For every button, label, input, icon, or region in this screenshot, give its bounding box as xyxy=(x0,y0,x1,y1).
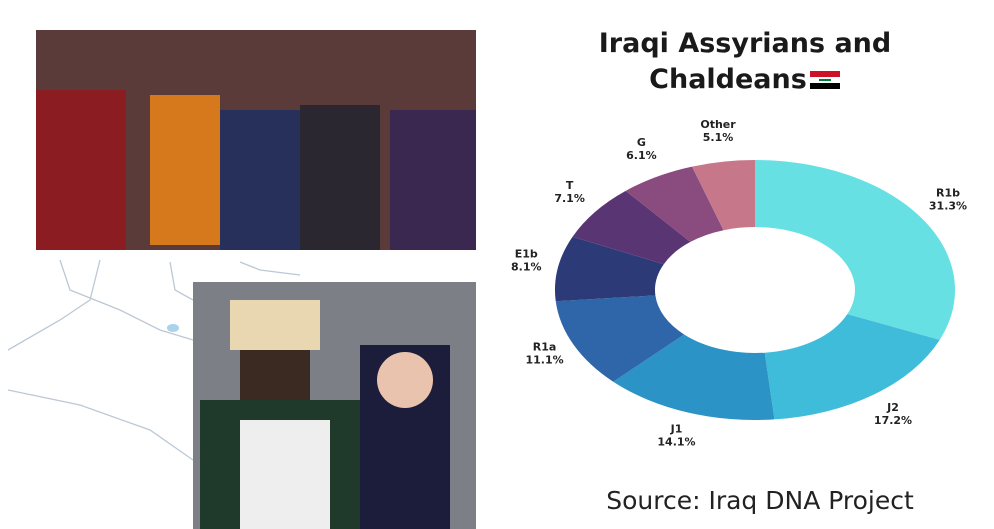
segment-label: J2 xyxy=(886,401,899,414)
segment-value: 11.1% xyxy=(525,354,563,367)
donut-segment xyxy=(572,190,691,265)
lake xyxy=(167,324,179,332)
donut-segment xyxy=(755,160,955,340)
segment-label: Other xyxy=(700,118,736,131)
map xyxy=(7,259,301,461)
segment-value: 8.1% xyxy=(511,261,542,274)
segment-value: 5.1% xyxy=(703,131,734,144)
segment-label: T xyxy=(566,179,574,192)
photo-detail xyxy=(240,420,330,529)
segment-label: R1a xyxy=(533,341,557,354)
segment-label: J1 xyxy=(670,423,683,436)
photo-detail xyxy=(220,110,300,250)
donut-segment xyxy=(555,295,685,382)
source: Source: Iraq DNA Project xyxy=(606,486,914,515)
donut-segment xyxy=(692,160,755,231)
segment-value: 7.1% xyxy=(554,192,585,205)
segment-label: G xyxy=(637,136,646,149)
photo-detail xyxy=(300,105,380,250)
chart-title-box: Iraqi Assyrians and Chaldeans xyxy=(545,26,945,98)
photo-detail xyxy=(36,90,126,250)
segment-value: 14.1% xyxy=(657,436,695,449)
segment-value: 17.2% xyxy=(874,414,912,427)
flag xyxy=(809,71,840,89)
photo-detail xyxy=(377,352,433,408)
donut-segment xyxy=(613,334,775,420)
segment-label: R1b xyxy=(936,186,960,199)
photo-detail xyxy=(390,110,476,250)
segment-value: 6.1% xyxy=(626,149,657,162)
segment-label: E1b xyxy=(515,248,538,261)
photo-detail xyxy=(150,95,220,245)
donut-segment xyxy=(625,166,724,242)
donut-segment xyxy=(764,314,940,420)
chart-title: Iraqi Assyrians and Chaldeans xyxy=(598,28,892,95)
photo-detail xyxy=(230,300,320,350)
donut-segment xyxy=(555,236,664,302)
segment-value: 31.3% xyxy=(929,199,967,212)
